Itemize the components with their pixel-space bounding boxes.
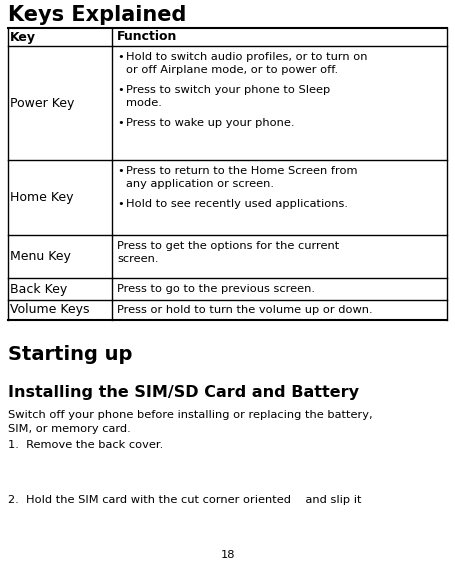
Text: Volume Keys: Volume Keys bbox=[10, 304, 90, 316]
Text: Starting up: Starting up bbox=[8, 345, 132, 364]
Text: Press to switch your phone to Sleep: Press to switch your phone to Sleep bbox=[126, 85, 330, 95]
Text: •: • bbox=[117, 85, 124, 95]
Text: 1.  Remove the back cover.: 1. Remove the back cover. bbox=[8, 440, 163, 450]
Text: Press to return to the Home Screen from: Press to return to the Home Screen from bbox=[126, 166, 358, 176]
Text: SIM, or memory card.: SIM, or memory card. bbox=[8, 424, 131, 434]
Text: •: • bbox=[117, 52, 124, 62]
Text: •: • bbox=[117, 118, 124, 128]
Text: Switch off your phone before installing or replacing the battery,: Switch off your phone before installing … bbox=[8, 410, 373, 420]
Text: 2.  Hold the SIM card with the cut corner oriented    and slip it: 2. Hold the SIM card with the cut corner… bbox=[8, 495, 362, 505]
Text: Press or hold to turn the volume up or down.: Press or hold to turn the volume up or d… bbox=[117, 305, 373, 315]
Text: Press to wake up your phone.: Press to wake up your phone. bbox=[126, 118, 294, 128]
Text: Menu Key: Menu Key bbox=[10, 250, 71, 263]
Text: Installing the SIM/SD Card and Battery: Installing the SIM/SD Card and Battery bbox=[8, 385, 359, 400]
Text: Hold to switch audio profiles, or to turn on: Hold to switch audio profiles, or to tur… bbox=[126, 52, 368, 62]
Text: •: • bbox=[117, 166, 124, 176]
Text: Press to get the options for the current: Press to get the options for the current bbox=[117, 241, 339, 251]
Text: Press to go to the previous screen.: Press to go to the previous screen. bbox=[117, 284, 315, 294]
Text: or off Airplane mode, or to power off.: or off Airplane mode, or to power off. bbox=[126, 65, 338, 75]
Text: Home Key: Home Key bbox=[10, 191, 74, 204]
Text: Keys Explained: Keys Explained bbox=[8, 5, 187, 25]
Text: Function: Function bbox=[117, 30, 177, 43]
Text: 18: 18 bbox=[220, 550, 235, 560]
Text: Back Key: Back Key bbox=[10, 283, 67, 296]
Text: Key: Key bbox=[10, 30, 36, 43]
Text: screen.: screen. bbox=[117, 254, 158, 264]
Text: any application or screen.: any application or screen. bbox=[126, 179, 274, 189]
Text: •: • bbox=[117, 199, 124, 209]
Text: mode.: mode. bbox=[126, 98, 162, 108]
Text: Hold to see recently used applications.: Hold to see recently used applications. bbox=[126, 199, 348, 209]
Text: Power Key: Power Key bbox=[10, 97, 74, 109]
